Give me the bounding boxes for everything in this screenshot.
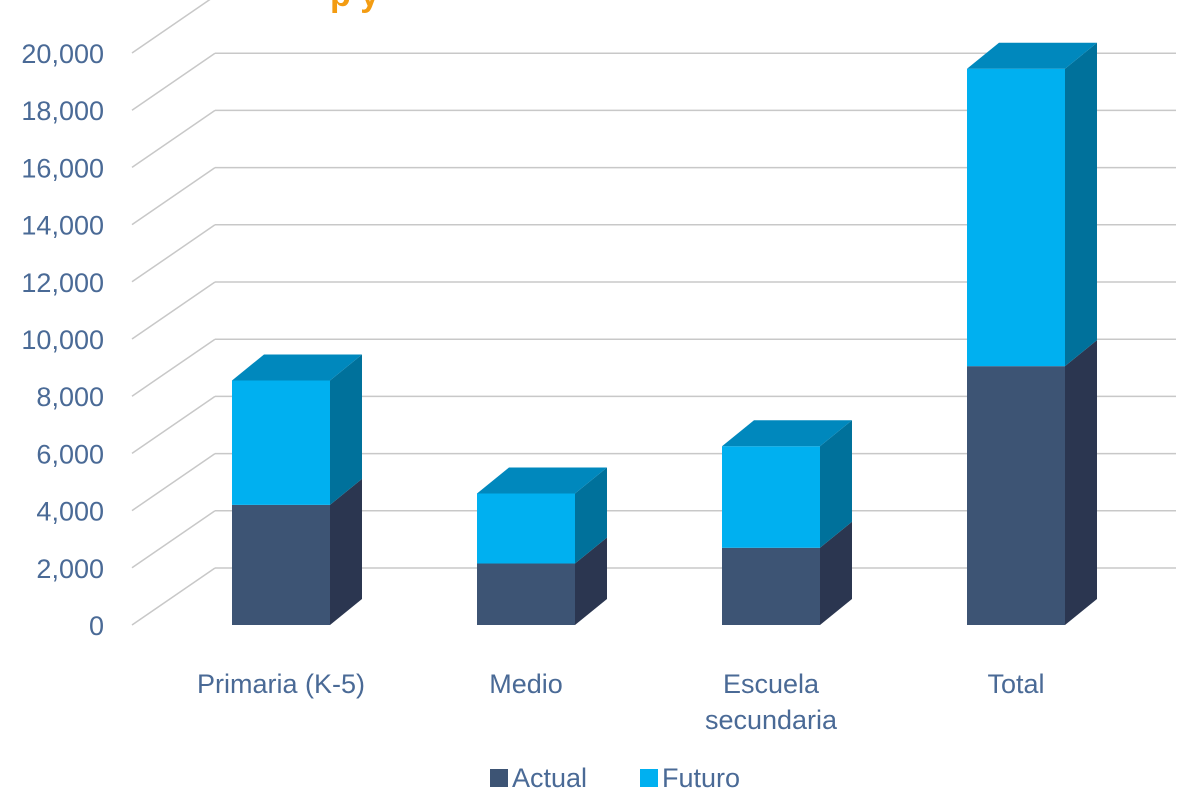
bar-segment-futuro [967, 42, 1097, 367]
gridline-diagonal [131, 338, 216, 397]
chart-title-fragment: p y [330, 0, 379, 14]
x-category-label: Primaria (K-5) [197, 669, 365, 699]
x-category-label: Escuela [723, 669, 820, 699]
bar-segment-actual [722, 521, 852, 625]
gridline-diagonal [131, 166, 216, 226]
bar-side [820, 521, 852, 625]
gridline-diagonal [131, 224, 216, 283]
gridline-diagonal [131, 52, 216, 111]
bar-side [820, 420, 852, 548]
bar-front [232, 504, 330, 625]
y-tick-label: 8,000 [36, 382, 104, 412]
gridline-diagonal [131, 0, 211, 54]
gridline-diagonal [131, 510, 216, 569]
y-tick-label: 4,000 [36, 497, 104, 527]
bar-front [967, 366, 1065, 625]
bar-front [722, 547, 820, 625]
x-axis-labels: Primaria (K-5) Medio Escuela secundaria Tota… [197, 669, 1045, 735]
y-axis-ticks: 0 2,000 4,000 6,000 8,000 10,000 12,000 14,000 1… [21, 39, 104, 641]
bar-top [232, 354, 362, 381]
legend-label-actual: Actual [512, 763, 587, 793]
y-tick-label: 10,000 [21, 325, 104, 355]
x-category-label: Total [987, 669, 1044, 699]
bar-segment-actual [967, 340, 1097, 625]
x-category-label: secundaria [705, 705, 838, 735]
bar-segment-futuro [477, 467, 607, 564]
bar-top [722, 420, 852, 447]
bar-side [1065, 42, 1097, 367]
gridline-diagonal [131, 109, 216, 169]
y-tick-label: 20,000 [21, 39, 104, 69]
bar-segment-actual [232, 478, 362, 625]
bar-side [330, 354, 362, 505]
bar-front [967, 68, 1065, 367]
bar-segment-futuro [722, 420, 852, 548]
bars [232, 42, 1097, 625]
bar-side [575, 537, 607, 625]
gridline-diagonal [131, 452, 216, 512]
y-tick-label: 16,000 [21, 153, 104, 183]
gridline-diagonal [131, 281, 216, 340]
legend-label-futuro: Futuro [662, 763, 740, 793]
legend: Actual Futuro [490, 763, 740, 793]
bar-top [477, 467, 607, 494]
legend-swatch-futuro [640, 769, 658, 787]
bar-side [330, 478, 362, 625]
y-tick-label: 12,000 [21, 268, 104, 298]
bar-front [232, 380, 330, 505]
bar-segment-futuro [232, 354, 362, 505]
bar-front [477, 563, 575, 625]
bar-segment-actual [477, 537, 607, 625]
bar-side [1065, 340, 1097, 625]
gridline-diagonal [131, 567, 216, 626]
bar-front [722, 446, 820, 548]
y-tick-label: 6,000 [36, 439, 104, 469]
y-tick-label: 14,000 [21, 211, 104, 241]
legend-swatch-actual [490, 769, 508, 787]
y-tick-label: 18,000 [21, 96, 104, 126]
bar-side [575, 467, 607, 564]
x-category-label: Medio [489, 669, 563, 699]
gridline-diagonal [131, 395, 216, 455]
bar-front [477, 493, 575, 564]
y-tick-label: 2,000 [36, 554, 104, 584]
bar-top [967, 42, 1097, 69]
y-tick-label: 0 [89, 611, 104, 641]
